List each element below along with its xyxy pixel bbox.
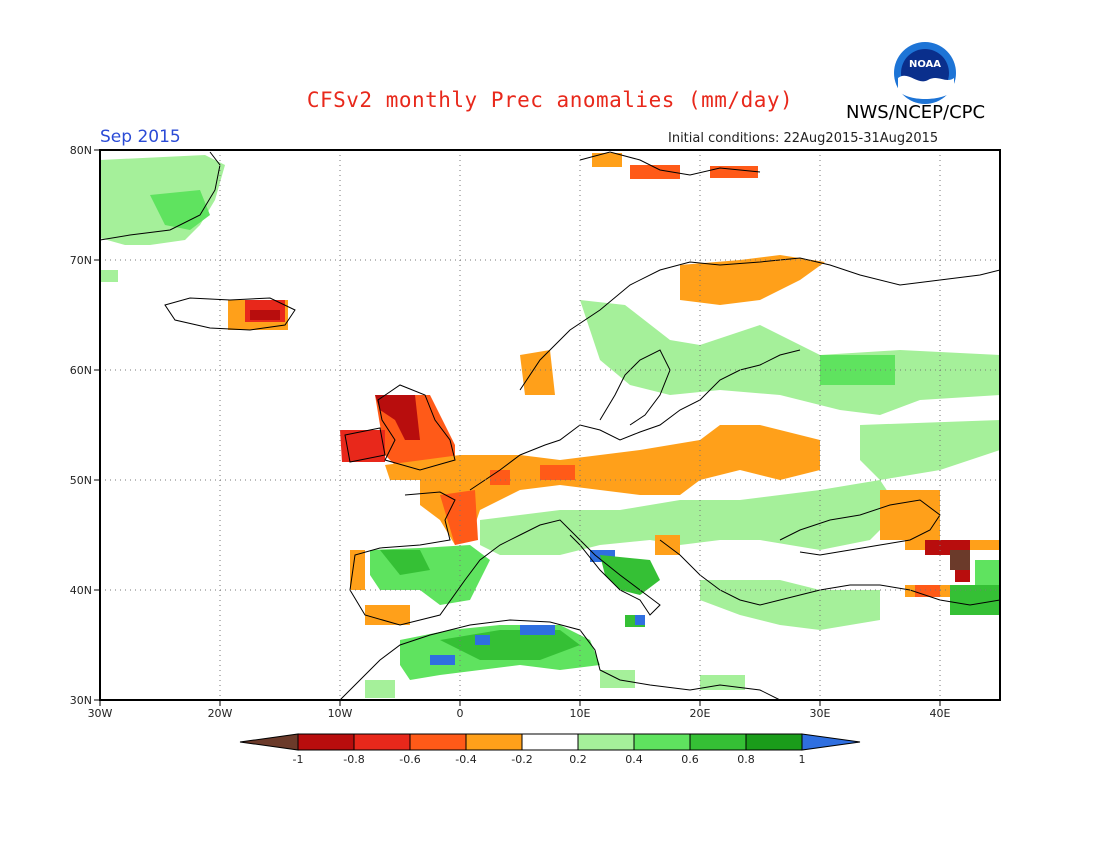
ticks xyxy=(94,149,941,706)
colorbar-bin xyxy=(633,733,691,751)
colorbar-label: 0.8 xyxy=(737,753,755,766)
lat-labels: 80N 70N 60N 50N 40N 30N xyxy=(70,144,92,707)
organization-label: NWS/NCEP/CPC xyxy=(846,102,986,123)
initial-conditions-label: Initial conditions: 22Aug2015-31Aug2015 xyxy=(668,131,939,146)
colorbar xyxy=(239,733,861,751)
lon-label: 30E xyxy=(810,707,831,720)
colorbar-bin xyxy=(409,733,467,751)
colorbar-bin xyxy=(353,733,411,751)
colorbar-bin xyxy=(689,733,747,751)
colorbar-labels: -1 -0.8 -0.6 -0.4 -0.2 0.2 0.4 0.6 0.8 1 xyxy=(293,753,806,766)
lat-label: 50N xyxy=(70,474,92,487)
noaa-logo-icon: NOAA xyxy=(894,42,956,104)
lon-label: 10W xyxy=(328,707,353,720)
colorbar-label: 0.6 xyxy=(681,753,699,766)
lon-labels: 30W 20W 10W 0 10E 20E 30E 40E xyxy=(88,707,951,720)
lon-label: 10E xyxy=(570,707,591,720)
lon-label: 20E xyxy=(690,707,711,720)
graticule xyxy=(100,150,1000,700)
colorbar-bin xyxy=(297,733,355,751)
colorbar-bin xyxy=(577,733,635,751)
lat-label: 70N xyxy=(70,254,92,267)
lat-label: 30N xyxy=(70,694,92,707)
colorbar-label: -0.2 xyxy=(511,753,532,766)
map-frame xyxy=(99,149,1001,701)
colorbar-label: 0.4 xyxy=(625,753,643,766)
map-title: CFSv2 monthly Prec anomalies (mm/day) xyxy=(306,88,794,112)
colorbar-bin xyxy=(521,733,579,751)
colorbar-label: 0.2 xyxy=(569,753,587,766)
colorbar-label: -0.4 xyxy=(455,753,476,766)
logo-text: NOAA xyxy=(909,59,941,70)
colorbar-bin xyxy=(745,733,803,751)
colorbar-below-min xyxy=(239,733,299,751)
colorbar-bin xyxy=(465,733,523,751)
colorbar-label: 1 xyxy=(799,753,806,766)
lat-label: 60N xyxy=(70,364,92,377)
colorbar-above-max xyxy=(801,733,861,751)
colorbar-label: -0.8 xyxy=(343,753,364,766)
lon-label: 40E xyxy=(930,707,951,720)
colorbar-label: -0.6 xyxy=(399,753,420,766)
anomaly-field xyxy=(100,153,1000,698)
colorbar-label: -1 xyxy=(293,753,304,766)
valid-month-label: Sep 2015 xyxy=(100,127,181,147)
lon-label: 20W xyxy=(208,707,233,720)
lon-label: 30W xyxy=(88,707,113,720)
lat-label: 40N xyxy=(70,584,92,597)
lon-label: 0 xyxy=(457,707,464,720)
lat-label: 80N xyxy=(70,144,92,157)
